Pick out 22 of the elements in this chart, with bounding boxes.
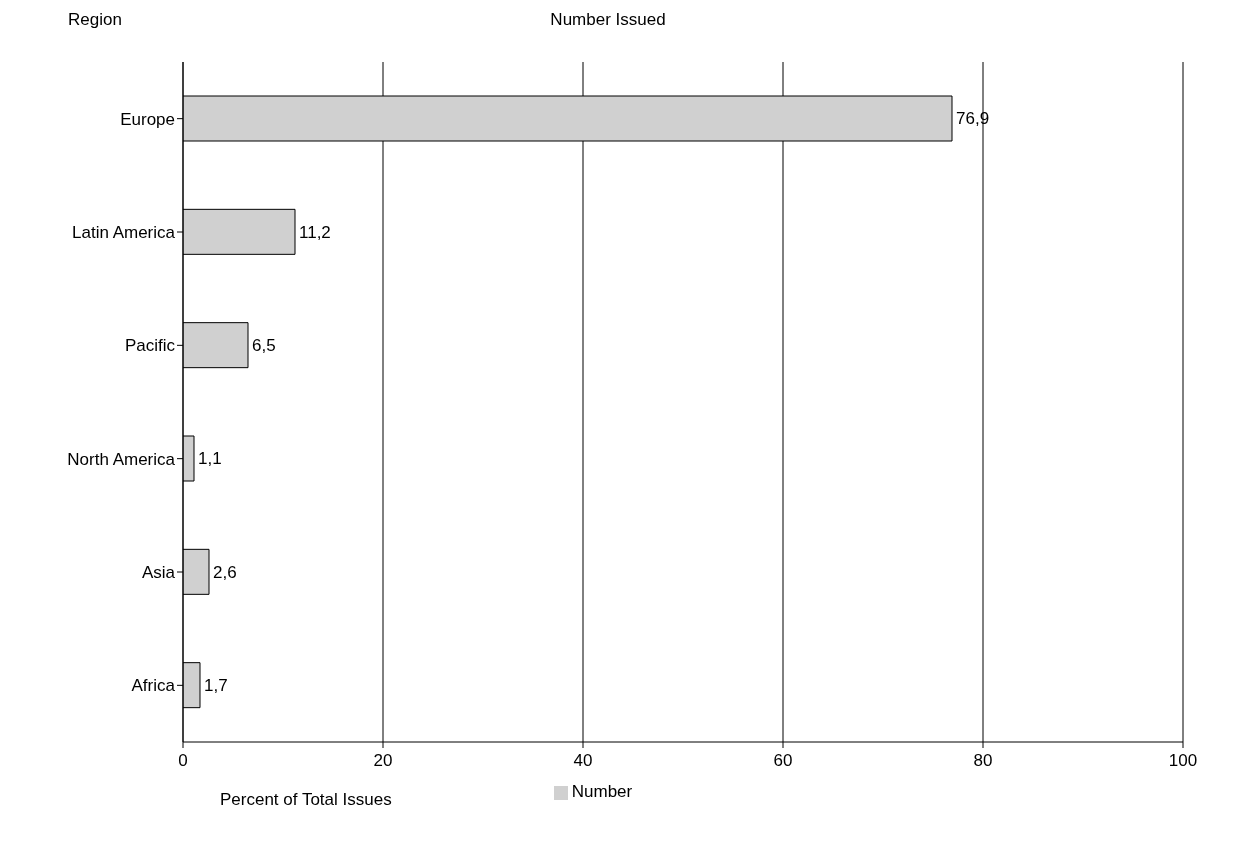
y-tick-label: Asia [141,563,176,583]
data-label: 6,5 [252,336,276,356]
y-tick-label: Pacific [124,336,176,356]
data-label: 11,2 [299,222,331,242]
x-tick-label: 60 [773,751,793,771]
x-tick-label: 100 [1168,751,1198,771]
y-axis-title: Region [68,10,122,30]
x-tick-label: 20 [373,751,393,771]
y-tick-label: North America [67,449,176,469]
y-tick-label: Latin America [72,223,176,243]
chart-title: Number Issued [549,10,667,30]
x-tick-label: 80 [973,751,993,771]
data-label: 76,9 [956,109,990,129]
y-tick-label: Africa [131,676,176,696]
data-label: 2,6 [213,562,237,582]
y-tick-label: Europe [120,109,175,129]
x-tick-label: 40 [573,751,593,771]
data-label: 1,7 [204,676,228,696]
x-tick-label: 0 [178,751,188,771]
x-axis-title: Percent of Total Issues [220,790,392,810]
legend-label: Number [571,782,633,801]
data-label: 1,1 [198,449,222,469]
